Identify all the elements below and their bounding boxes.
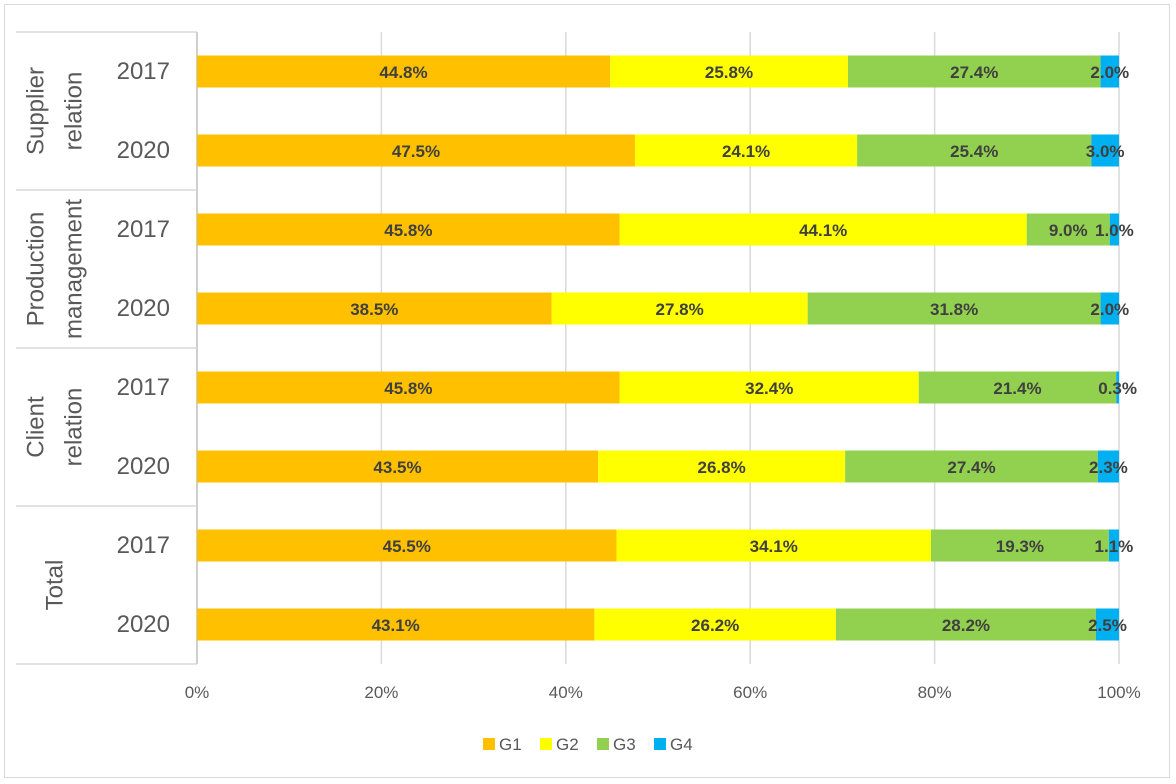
- category-label: 2020: [117, 137, 170, 164]
- bar-segment-g2: [594, 608, 836, 641]
- category-label: 2020: [117, 295, 170, 322]
- bar-segment-g4: [1100, 292, 1119, 325]
- bar-segment-g1: [197, 55, 611, 88]
- data-label: 2.3%: [1089, 458, 1128, 477]
- group-label: management: [61, 199, 88, 339]
- data-label: 27.4%: [950, 63, 998, 82]
- bar-segment-g4: [1116, 371, 1119, 404]
- data-label: 43.5%: [373, 458, 421, 477]
- bar-segment-g3: [845, 450, 1098, 483]
- data-label: 26.8%: [698, 458, 746, 477]
- bar-segment-g3: [930, 529, 1109, 562]
- group-label: Client: [23, 396, 50, 458]
- data-label: 21.4%: [993, 379, 1041, 398]
- x-tick-label: 60%: [733, 683, 767, 702]
- legend-swatch-g4: [654, 738, 666, 750]
- data-label: 19.3%: [996, 537, 1044, 556]
- bar-segment-g3: [1026, 213, 1110, 246]
- bar-segment-g3: [918, 371, 1117, 404]
- bar-segment-g2: [619, 371, 919, 404]
- data-label: 27.8%: [656, 300, 704, 319]
- data-label: 32.4%: [745, 379, 793, 398]
- bar-segment-g2: [551, 292, 808, 325]
- data-label: 2.0%: [1090, 300, 1129, 319]
- legend-label: G3: [613, 735, 636, 754]
- data-label: 45.8%: [384, 221, 432, 240]
- legend-swatch-g2: [540, 738, 552, 750]
- category-label: 2017: [117, 58, 170, 85]
- data-label: 43.1%: [372, 616, 420, 635]
- data-label: 45.5%: [383, 537, 431, 556]
- group-label: relation: [61, 72, 88, 151]
- bar-segment-g4: [1091, 134, 1119, 167]
- bar-segment-g4: [1108, 529, 1119, 562]
- data-label: 31.8%: [930, 300, 978, 319]
- data-label: 1.1%: [1095, 537, 1134, 556]
- group-label: relation: [61, 388, 88, 467]
- bar-segment-g1: [197, 213, 620, 246]
- legend-label: G2: [556, 735, 579, 754]
- bar-segment-g2: [619, 213, 1027, 246]
- data-label: 45.8%: [384, 379, 432, 398]
- category-label: 2020: [117, 453, 170, 480]
- category-label: 2020: [117, 611, 170, 638]
- bar-segment-g2: [634, 134, 858, 167]
- data-label: 27.4%: [947, 458, 995, 477]
- bar-segment-g1: [197, 529, 617, 562]
- data-label: 0.3%: [1098, 379, 1137, 398]
- bar-segment-g3: [847, 55, 1101, 88]
- bar-segment-g2: [616, 529, 931, 562]
- bar-segment-g1: [197, 450, 599, 483]
- group-label: Supplier: [23, 67, 50, 155]
- data-label: 2.0%: [1090, 63, 1129, 82]
- x-tick-label: 20%: [364, 683, 398, 702]
- data-label: 47.5%: [392, 142, 440, 161]
- bar-segment-g1: [197, 292, 552, 325]
- bar-segment-g3: [835, 608, 1096, 641]
- category-label: 2017: [117, 532, 170, 559]
- data-label: 38.5%: [350, 300, 398, 319]
- category-label: 2017: [117, 216, 170, 243]
- bar-segment-g3: [807, 292, 1101, 325]
- data-label: 24.1%: [722, 142, 770, 161]
- x-tick-label: 0%: [185, 683, 210, 702]
- bar-segment-g2: [610, 55, 848, 88]
- x-tick-label: 40%: [549, 683, 583, 702]
- data-label: 1.0%: [1095, 221, 1134, 240]
- data-label: 28.2%: [942, 616, 990, 635]
- bar-segment-g1: [197, 134, 635, 167]
- data-label: 44.8%: [379, 63, 427, 82]
- legend-swatch-g3: [597, 738, 609, 750]
- data-label: 44.1%: [799, 221, 847, 240]
- group-label: Total: [42, 560, 69, 611]
- x-tick-label: 100%: [1097, 683, 1140, 702]
- data-label: 2.5%: [1088, 616, 1127, 635]
- data-label: 25.8%: [705, 63, 753, 82]
- bar-segment-g1: [197, 371, 620, 404]
- bar-segment-g4: [1097, 450, 1119, 483]
- data-label: 3.0%: [1086, 142, 1125, 161]
- bar-segment-g4: [1100, 55, 1119, 88]
- legend-label: G1: [499, 735, 522, 754]
- data-label: 34.1%: [750, 537, 798, 556]
- bar-segment-g4: [1095, 608, 1119, 641]
- category-label: 2017: [117, 374, 170, 401]
- data-label: 9.0%: [1049, 221, 1088, 240]
- group-label: Production: [23, 212, 50, 327]
- bar-segment-g4: [1109, 213, 1119, 246]
- bar-segment-g1: [197, 608, 595, 641]
- bar-segment-g3: [857, 134, 1092, 167]
- chart-frame: [4, 4, 1170, 778]
- data-label: 26.2%: [691, 616, 739, 635]
- data-label: 25.4%: [950, 142, 998, 161]
- x-tick-label: 80%: [918, 683, 952, 702]
- bar-segment-g2: [598, 450, 846, 483]
- legend-label: G4: [670, 735, 693, 754]
- legend-swatch-g1: [483, 738, 495, 750]
